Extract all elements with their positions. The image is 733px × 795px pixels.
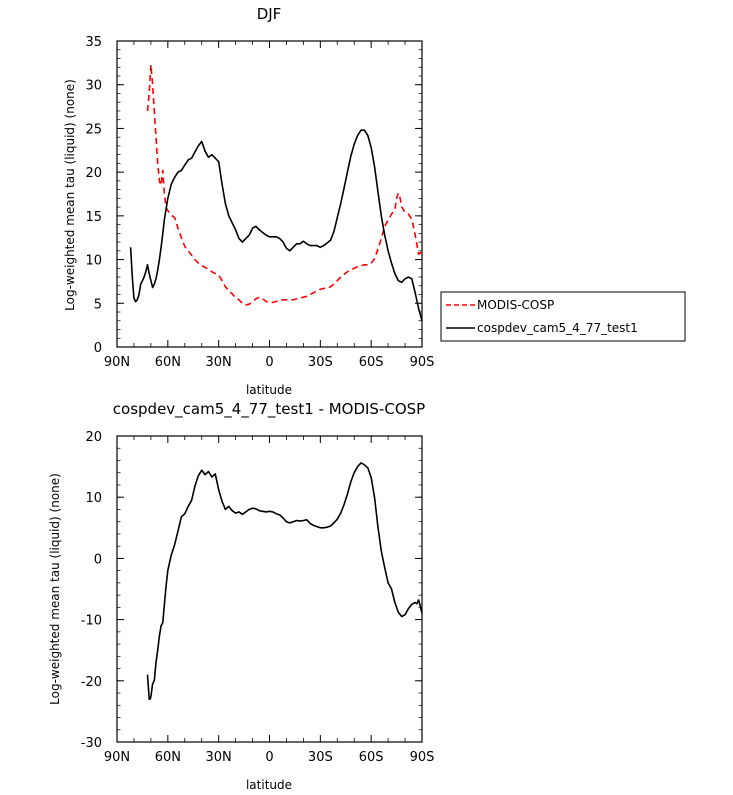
legend-label-modis-cosp: MODIS-COSP bbox=[477, 298, 554, 312]
chart1-ytick-label: 5 bbox=[94, 297, 102, 312]
chart1-xtick-label: 30S bbox=[308, 355, 333, 370]
chart1-ytick-label: 30 bbox=[85, 79, 102, 94]
chart2-ytick-label: -30 bbox=[81, 736, 102, 751]
chart1-frame bbox=[116, 40, 423, 348]
chart2-xtick-label: 0 bbox=[265, 750, 273, 765]
chart1-plot: 90N 60N 30N 0 30S 60S 90S 0 5 10 15 20 25 30 35 bbox=[85, 35, 434, 370]
chart1-xlabel: latitude bbox=[246, 383, 292, 397]
chart2-ytick-label: 10 bbox=[85, 491, 102, 506]
chart2-xlabel: latitude bbox=[246, 778, 292, 792]
chart2-title: cospdev_cam5_4_77_test1 - MODIS-COSP bbox=[113, 400, 425, 419]
chart2-ytick-label: -20 bbox=[81, 675, 102, 690]
chart2-xtick-label: 60N bbox=[155, 750, 181, 765]
chart1-xtick-label: 90N bbox=[104, 355, 130, 370]
chart1-xtick-label: 60S bbox=[359, 355, 384, 370]
chart1-ytick-label: 35 bbox=[85, 35, 102, 50]
chart2-ylabel: Log-weighted mean tau (liquid) (none) bbox=[48, 473, 62, 705]
chart1-series-line-2 bbox=[129, 129, 423, 322]
chart2-frame bbox=[116, 435, 423, 743]
chart1-xtick-label: 30N bbox=[206, 355, 232, 370]
chart2-xtick-label: 90N bbox=[104, 750, 130, 765]
chart2-xtick-label: 60S bbox=[359, 750, 384, 765]
chart1-series-line-1 bbox=[146, 63, 423, 306]
chart1-xtick-label: 60N bbox=[155, 355, 181, 370]
chart1-title: DJF bbox=[257, 5, 282, 23]
chart2-xtick-label: 30S bbox=[308, 750, 333, 765]
chart2-series-line-1 bbox=[146, 462, 423, 701]
chart2-ytick-label: 0 bbox=[94, 552, 102, 567]
chart1-ylabel: Log-weighted mean tau (liquid) (none) bbox=[63, 79, 77, 311]
chart1-ytick-label: 10 bbox=[85, 254, 102, 269]
chart1-legend: MODIS-COSP cospdev_cam5_4_77_test1 bbox=[440, 291, 686, 342]
legend-label-cospdev: cospdev_cam5_4_77_test1 bbox=[477, 321, 638, 335]
chart2-plot: 90N 60N 30N 0 30S 60S 90S -30 -20 -10 0 10 20 bbox=[81, 430, 435, 765]
legend-box bbox=[440, 291, 686, 342]
chart2-ytick-label: 20 bbox=[85, 430, 102, 445]
chart2-ytick-label: -10 bbox=[81, 614, 102, 629]
chart1-xtick-label: 0 bbox=[265, 355, 273, 370]
chart1-ytick-label: 15 bbox=[85, 210, 102, 225]
chart1-ytick-label: 0 bbox=[94, 341, 102, 356]
chart1-ytick-label: 20 bbox=[85, 166, 102, 181]
chart1-xtick-label: 90S bbox=[410, 355, 435, 370]
chart2-xtick-label: 30N bbox=[206, 750, 232, 765]
chart1-ytick-label: 25 bbox=[85, 122, 102, 137]
chart2-xtick-label: 90S bbox=[410, 750, 435, 765]
